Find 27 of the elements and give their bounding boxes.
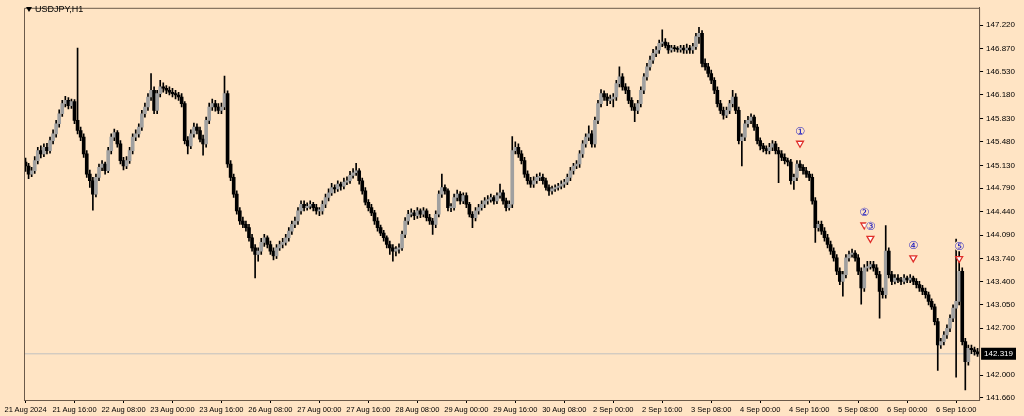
y-tick-label: 146.530 <box>986 66 1016 76</box>
y-tick-label: 143.400 <box>986 276 1016 286</box>
y-tick-label: 146.870 <box>986 43 1016 53</box>
chart-title: USDJPY,H1 <box>35 4 84 14</box>
point <box>866 235 875 244</box>
y-tick-label: 144.090 <box>986 230 1016 240</box>
y-tick-label: 145.480 <box>986 137 1016 147</box>
y-tick-label: 146.180 <box>986 90 1016 100</box>
y-tick-label: 143.050 <box>986 300 1016 309</box>
data-label: ③ <box>865 219 876 233</box>
point <box>795 140 805 148</box>
data-label: ② <box>859 206 870 220</box>
data-label: ① <box>795 124 806 138</box>
y-tick-label: 141.660 <box>986 393 1016 403</box>
candlestick <box>391 244 395 262</box>
y-tick-label: 147.220 <box>986 20 1016 30</box>
y-tick-label: 144.440 <box>986 206 1016 216</box>
y-tick-label: 142.700 <box>986 323 1016 333</box>
y-tick-label: 145.830 <box>986 113 1016 123</box>
ref-line-label: 142.319 <box>984 349 1014 359</box>
y-tick-label: 142.000 <box>986 370 1016 380</box>
y-tick-label: 145.130 <box>986 160 1016 170</box>
data-label: ④ <box>908 239 919 253</box>
y-tick-label: 143.740 <box>986 253 1016 263</box>
point <box>909 255 918 263</box>
point <box>955 255 964 264</box>
y-tick-label: 144.790 <box>986 183 1016 193</box>
